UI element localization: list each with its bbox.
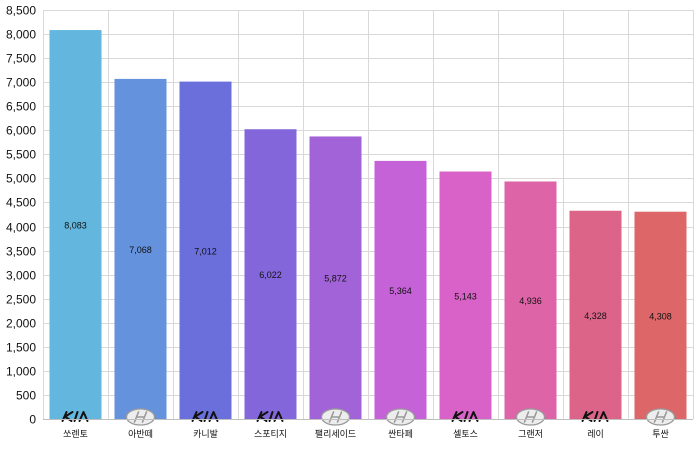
bar-value-label: 8,083 bbox=[64, 221, 87, 231]
bar-value-label: 5,364 bbox=[389, 286, 412, 296]
bar bbox=[49, 30, 102, 419]
bar-value-label: 4,308 bbox=[649, 311, 672, 321]
bar-value-label: 7,068 bbox=[129, 245, 152, 255]
bar-value-label: 7,012 bbox=[194, 246, 217, 256]
bars bbox=[49, 30, 687, 419]
x-category-label: 셀토스 bbox=[453, 429, 478, 440]
y-axis-ticks: 0 500 1,000 1,500 2,000 2,500 3,000 3,500 4,000 4… bbox=[6, 4, 36, 427]
hyundai-logo-icon bbox=[125, 408, 156, 426]
y-tick-label: 6,500 bbox=[6, 100, 36, 114]
y-tick-label: 8,500 bbox=[6, 4, 36, 18]
hyundai-logo-icon bbox=[385, 408, 416, 426]
y-tick-label: 2,500 bbox=[6, 293, 36, 307]
y-tick-label: 4,500 bbox=[6, 196, 36, 210]
y-tick-label: 4,000 bbox=[6, 221, 36, 235]
x-category-label: 쏘렌토 bbox=[63, 429, 88, 440]
y-tick-label: 3,500 bbox=[6, 245, 36, 259]
bar-value-label: 4,328 bbox=[584, 311, 607, 321]
bar bbox=[439, 171, 492, 419]
y-tick-label: 5,500 bbox=[6, 148, 36, 162]
bar bbox=[114, 78, 167, 419]
bar bbox=[179, 81, 232, 419]
bar bbox=[504, 181, 557, 419]
bar-value-label: 5,872 bbox=[324, 274, 347, 284]
y-tick-label: 1,500 bbox=[6, 341, 36, 355]
brand-logos bbox=[61, 408, 676, 426]
x-category-label: 카니발 bbox=[193, 429, 218, 440]
y-tick-label: 500 bbox=[16, 389, 36, 403]
hyundai-logo-icon bbox=[515, 408, 546, 426]
bar bbox=[244, 129, 297, 419]
bar-value-label: 6,022 bbox=[259, 270, 282, 280]
bar bbox=[309, 136, 362, 419]
bar-value-label: 5,143 bbox=[454, 291, 477, 301]
x-category-label: 레이 bbox=[587, 429, 604, 440]
x-category-label: 그랜저 bbox=[518, 429, 543, 440]
y-tick-label: 2,000 bbox=[6, 317, 36, 331]
x-category-label: 싼타페 bbox=[388, 429, 413, 440]
bar bbox=[374, 160, 427, 419]
x-category-label: 스포티지 bbox=[254, 429, 287, 440]
x-category-label: 팰리세이드 bbox=[315, 428, 356, 440]
bar bbox=[634, 211, 687, 419]
x-category-label: 아반떼 bbox=[128, 429, 153, 440]
hyundai-logo-icon bbox=[320, 408, 351, 426]
bar-value-label: 4,936 bbox=[519, 296, 542, 306]
data-labels: 8,083 7,068 7,012 6,022 5,872 5,364 5,143 4,936… bbox=[64, 221, 672, 322]
y-tick-label: 7,000 bbox=[6, 76, 36, 90]
bar bbox=[569, 210, 622, 419]
y-tick-label: 7,500 bbox=[6, 52, 36, 66]
y-tick-label: 0 bbox=[29, 413, 36, 427]
x-axis-categories: 쏘렌토 아반떼 카니발 스포티지 팰리세이드 싼타페 셀토스 그랜저 레이 투싼 bbox=[63, 428, 669, 440]
hyundai-logo-icon bbox=[645, 408, 676, 426]
y-tick-label: 3,000 bbox=[6, 269, 36, 283]
y-tick-label: 5,000 bbox=[6, 172, 36, 186]
y-tick-label: 1,000 bbox=[6, 365, 36, 379]
y-tick-label: 8,000 bbox=[6, 28, 36, 42]
y-tick-label: 6,000 bbox=[6, 124, 36, 138]
x-category-label: 투싼 bbox=[652, 429, 669, 440]
